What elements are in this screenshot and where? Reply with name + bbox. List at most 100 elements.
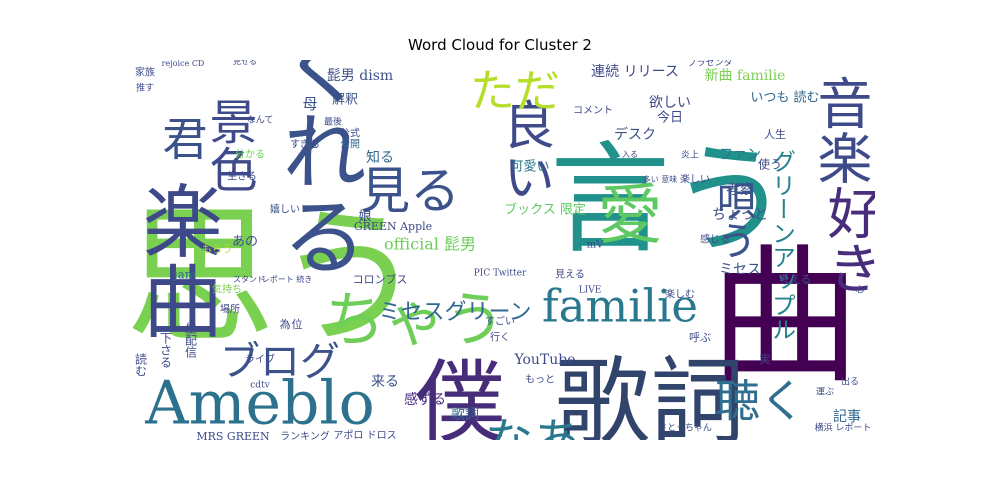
word-58: すぎる (290, 138, 320, 151)
word-31: デスク (614, 126, 656, 143)
word-10: familie (542, 280, 698, 333)
word-5: 僕 (415, 350, 505, 440)
word-75: PIC Twitter (474, 269, 527, 279)
word-14: 音楽 (808, 75, 872, 185)
word-87: mV (587, 240, 604, 251)
word-90: 運ぶ (816, 387, 834, 398)
word-21: ブログ (220, 339, 340, 385)
word-76: すごい (485, 315, 515, 328)
word-23: グリーンアップル (768, 149, 796, 341)
word-86: 楽しむ (665, 288, 695, 301)
word-46: 解釈 (332, 93, 358, 108)
word-49: コロンブス (353, 272, 408, 286)
word-93: さとっちゃん (658, 423, 712, 434)
word-37: ちょっと (712, 207, 768, 223)
word-100: 多い 意味 (643, 174, 678, 184)
word-29: 新曲 familie (705, 68, 786, 84)
word-70: cdtv (250, 381, 270, 391)
word-68: 為 (280, 317, 291, 331)
word-34: ファン (719, 147, 761, 163)
word-13: 好き (818, 185, 875, 295)
word-65: 生配信 (184, 322, 198, 359)
word-55: 最後 (324, 116, 342, 128)
word-2: 曲 (710, 231, 860, 405)
word-59: 分かる (235, 149, 265, 161)
word-64: 場所 (220, 303, 240, 316)
word-96: rejoice CD (162, 60, 205, 68)
word-99: 入る (622, 150, 638, 159)
word-42: ブックス 限定 (504, 202, 586, 218)
word-1: 思う (125, 191, 425, 365)
word-38: 感ずる (404, 391, 446, 408)
word-83: 使う (758, 157, 782, 172)
word-71: ライブ (245, 353, 275, 366)
word-61: 嬉しい (270, 203, 300, 216)
word-4: くれる (267, 60, 366, 278)
word-102: スタンド (233, 275, 265, 284)
word-16: 景色 (201, 97, 257, 193)
word-39: 歌詞 (451, 407, 479, 423)
word-15: なあ (485, 414, 581, 441)
word-43: 知る (366, 149, 394, 166)
word-82: 考える (779, 273, 812, 286)
word-45: 母 (302, 95, 317, 113)
word-41: 来る (371, 374, 399, 390)
word-85: 楽しい (680, 173, 710, 186)
word-33: 今日 (657, 110, 683, 126)
word-48: MRS GREEN (196, 430, 270, 440)
word-95: LIVE (579, 286, 602, 296)
word-89: 実 (760, 352, 771, 366)
word-104: なんて (247, 115, 274, 126)
word-22: 君 (155, 116, 208, 161)
word-51: 娘 (358, 210, 371, 225)
word-7: 歌詞 (555, 348, 745, 440)
word-101: 炎上 (681, 150, 699, 161)
word-81: 感じる (700, 233, 730, 246)
word-79: もっと (525, 374, 555, 386)
word-44: 可愛い (510, 160, 549, 175)
word-92: 心 (855, 285, 864, 296)
word-53: 家族 (135, 66, 155, 79)
word-11: 愛 (597, 178, 662, 253)
word-78: 見える (555, 269, 585, 281)
word-77: 行く (490, 331, 510, 344)
word-25: official 髭男 (384, 235, 476, 254)
word-50: あの (232, 235, 258, 250)
word-98: プラセンタ (687, 60, 732, 69)
word-69: 位 (292, 317, 303, 331)
word-62: もらう (202, 244, 232, 256)
word-54: 公式 (340, 127, 360, 140)
word-18: ただ (470, 65, 560, 118)
word-91: 出る (841, 376, 859, 388)
word-30: いつも 読む (750, 90, 819, 106)
word-36: ミセス (719, 262, 761, 278)
word-88: 呼ぶ (689, 331, 711, 344)
word-66: 下さる (159, 332, 173, 368)
word-26: YouTube (513, 352, 575, 368)
word-20: 聴く (715, 375, 805, 428)
word-19: 唄う (710, 180, 756, 260)
word-52: jam (172, 268, 197, 282)
word-32: 欲しい (649, 95, 691, 111)
word-8: 楽曲 (130, 180, 223, 340)
word-3: 言う (550, 131, 790, 270)
word-47: GREEN Apple (354, 220, 432, 233)
word-105: 推す (136, 82, 154, 94)
chart-title: Word Cloud for Cluster 2 (408, 36, 592, 54)
word-9: ちゃう (325, 286, 505, 356)
word-97: 見せる (233, 60, 257, 66)
word-63: 気持ち (212, 283, 242, 296)
word-60: 生きる (227, 170, 257, 183)
word-56: 公開 (340, 139, 360, 151)
word-17: 良い (494, 98, 554, 202)
word-57: コメント (573, 106, 613, 117)
word-40: 記事 (833, 408, 861, 425)
word-27: 髭男 dism (327, 68, 393, 84)
word-28: 連続 リリース (591, 63, 679, 80)
word-67: 読む (134, 352, 148, 377)
word-6: Ameblo (144, 369, 374, 439)
word-12: 見る (360, 162, 460, 220)
word-84: 人生 (764, 127, 786, 141)
